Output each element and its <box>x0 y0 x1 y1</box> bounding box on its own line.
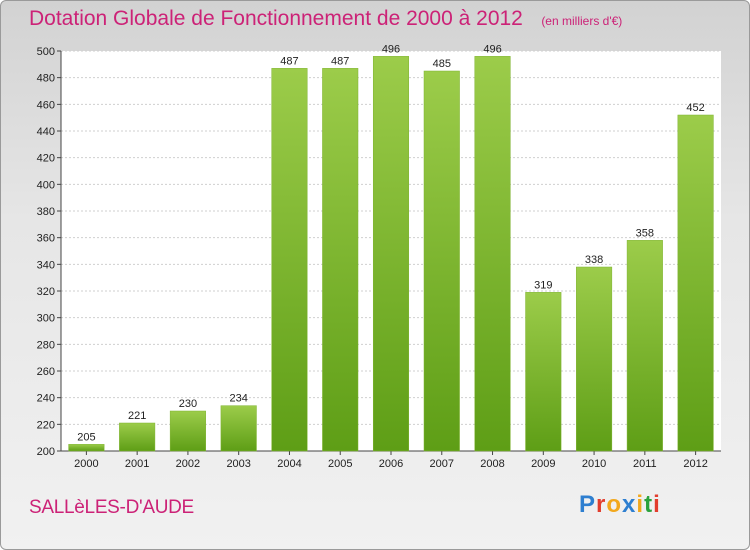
bar <box>576 266 613 452</box>
y-tick-label: 240 <box>37 393 55 405</box>
bar <box>626 240 663 452</box>
x-tick-label: 2000 <box>74 458 98 470</box>
bar <box>677 114 714 452</box>
bar <box>474 56 511 452</box>
bar-value-label: 338 <box>585 254 603 266</box>
bar-value-label: 496 <box>382 43 400 55</box>
bar-value-label: 487 <box>331 55 349 67</box>
y-tick-label: 260 <box>37 366 55 378</box>
y-tick-label: 380 <box>37 206 55 218</box>
labels: 200 220 240 260 280 300 320 340 360 380 400 420 440 4… <box>37 43 708 470</box>
x-tick-label: 2005 <box>328 458 352 470</box>
y-tick-label: 340 <box>37 259 55 271</box>
chart-title: Dotation Globale de Fonctionnement de 20… <box>29 7 523 30</box>
bar-value-label: 230 <box>179 398 197 410</box>
bar-value-label: 221 <box>128 410 146 422</box>
y-tick-label: 320 <box>37 286 55 298</box>
x-tick-label: 2012 <box>683 458 707 470</box>
title-block: Dotation Globale de Fonctionnement de 20… <box>29 7 622 31</box>
logo-letter: P <box>579 491 597 518</box>
bar <box>68 444 105 452</box>
x-tick-label: 2009 <box>531 458 555 470</box>
x-tick-label: 2004 <box>277 458 301 470</box>
bar <box>169 410 206 452</box>
bar-value-label: 452 <box>686 102 704 114</box>
x-tick-label: 2010 <box>582 458 606 470</box>
y-tick-label: 280 <box>37 339 55 351</box>
bar <box>423 70 460 452</box>
y-tick-label: 440 <box>37 126 55 138</box>
x-tick-label: 2008 <box>480 458 504 470</box>
x-tick-label: 2007 <box>430 458 454 470</box>
bar-value-label: 496 <box>483 43 501 55</box>
x-tick-label: 2011 <box>633 458 657 470</box>
y-tick-label: 300 <box>37 313 55 325</box>
y-tick-label: 200 <box>37 446 55 458</box>
bar <box>525 292 562 452</box>
logo-letter: i <box>653 491 661 518</box>
y-tick-label: 400 <box>37 179 55 191</box>
y-tick-label: 360 <box>37 233 55 245</box>
bar <box>271 68 308 452</box>
bar-value-label: 234 <box>230 393 248 405</box>
bar-value-label: 205 <box>77 431 95 443</box>
logo-letter: t <box>644 491 654 518</box>
bar <box>119 422 156 452</box>
x-tick-label: 2001 <box>125 458 149 470</box>
bar-value-label: 487 <box>280 55 298 67</box>
y-tick-label: 500 <box>37 46 55 58</box>
x-tick-label: 2006 <box>379 458 403 470</box>
y-tick-label: 460 <box>37 99 55 111</box>
y-tick-label: 220 <box>37 419 55 431</box>
bar <box>322 68 359 452</box>
town-name: SALLèLES-D'AUDE <box>29 497 194 518</box>
x-tick-label: 2003 <box>226 458 250 470</box>
y-tick-label: 480 <box>37 73 55 85</box>
x-tick-label: 2002 <box>176 458 200 470</box>
chart-subtitle: (en milliers d'€) <box>541 14 623 28</box>
bar <box>220 405 257 452</box>
y-tick-label: 420 <box>37 153 55 165</box>
bar-value-label: 319 <box>534 279 552 291</box>
bar-value-label: 485 <box>433 58 451 70</box>
logo-letter: i <box>636 491 645 518</box>
bar <box>372 56 410 452</box>
logo-letter: x <box>622 491 637 518</box>
logo-letter: o <box>606 491 623 518</box>
bars <box>68 56 714 452</box>
bar-value-label: 358 <box>636 227 654 239</box>
logo-letter: r <box>596 491 607 518</box>
proxiti-logo: Proxiti <box>579 491 661 519</box>
